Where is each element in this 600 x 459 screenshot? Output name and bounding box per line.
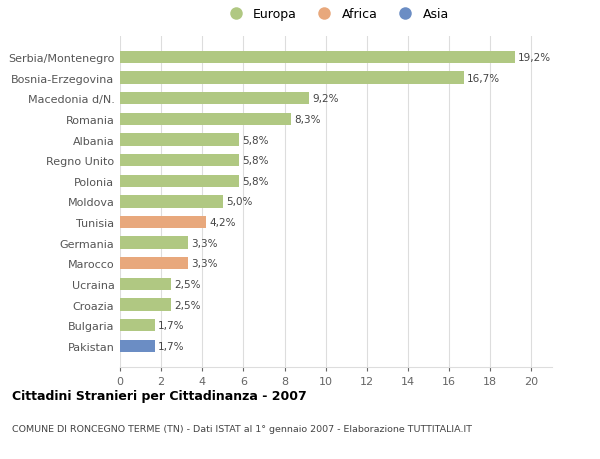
Bar bbox=[120, 216, 206, 229]
Bar bbox=[120, 134, 239, 146]
Text: 1,7%: 1,7% bbox=[158, 320, 185, 330]
Bar bbox=[120, 52, 515, 64]
Bar bbox=[120, 113, 291, 126]
Text: 8,3%: 8,3% bbox=[294, 115, 320, 125]
Legend: Europa, Africa, Asia: Europa, Africa, Asia bbox=[218, 3, 454, 26]
Text: 2,5%: 2,5% bbox=[175, 279, 201, 289]
Text: 1,7%: 1,7% bbox=[158, 341, 185, 351]
Bar bbox=[120, 155, 239, 167]
Text: 19,2%: 19,2% bbox=[518, 53, 551, 63]
Text: 16,7%: 16,7% bbox=[467, 73, 500, 84]
Text: COMUNE DI RONCEGNO TERME (TN) - Dati ISTAT al 1° gennaio 2007 - Elaborazione TUT: COMUNE DI RONCEGNO TERME (TN) - Dati IST… bbox=[12, 425, 472, 433]
Text: 9,2%: 9,2% bbox=[313, 94, 339, 104]
Bar bbox=[120, 340, 155, 352]
Bar bbox=[120, 73, 464, 84]
Text: Cittadini Stranieri per Cittadinanza - 2007: Cittadini Stranieri per Cittadinanza - 2… bbox=[12, 389, 307, 403]
Bar bbox=[120, 93, 309, 105]
Text: 3,3%: 3,3% bbox=[191, 238, 217, 248]
Text: 5,8%: 5,8% bbox=[242, 135, 269, 145]
Bar bbox=[120, 278, 172, 291]
Bar bbox=[120, 237, 188, 249]
Bar bbox=[120, 175, 239, 188]
Bar bbox=[120, 299, 172, 311]
Text: 2,5%: 2,5% bbox=[175, 300, 201, 310]
Text: 5,8%: 5,8% bbox=[242, 176, 269, 186]
Text: 5,0%: 5,0% bbox=[226, 197, 253, 207]
Bar bbox=[120, 257, 188, 270]
Text: 3,3%: 3,3% bbox=[191, 259, 217, 269]
Text: 5,8%: 5,8% bbox=[242, 156, 269, 166]
Bar bbox=[120, 196, 223, 208]
Bar bbox=[120, 319, 155, 331]
Text: 4,2%: 4,2% bbox=[209, 218, 236, 228]
